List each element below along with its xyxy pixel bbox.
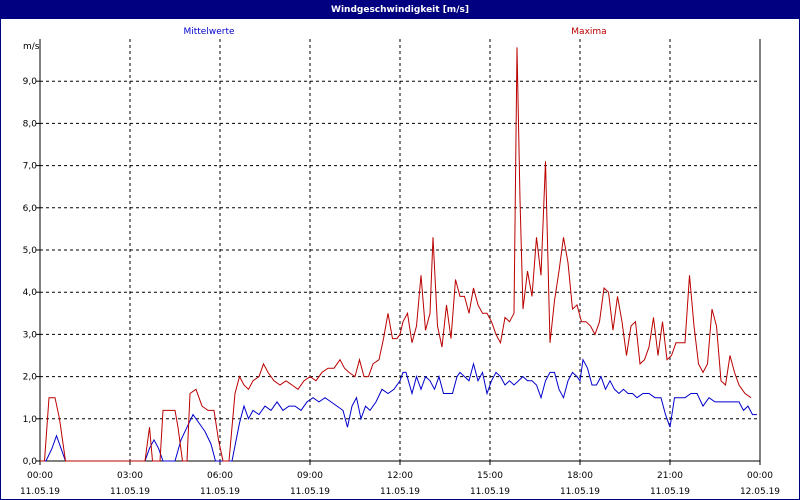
legend-maxima: Maxima <box>571 27 606 37</box>
x-tick-date: 11.05.19 <box>380 487 420 497</box>
chart-title: Windgeschwindigkeit [m/s] <box>1 1 799 19</box>
y-tick-label: 7,0 <box>23 162 38 172</box>
series-lines <box>40 47 757 462</box>
x-tick-date: 11.05.19 <box>650 487 690 497</box>
x-tick-time: 21:00 <box>657 471 683 481</box>
x-axis-ticks: 00:00 11.05.19 03:00 11.05.19 06:00 11.05.19 0… <box>20 461 780 497</box>
series-line-mittelwerte <box>40 358 757 462</box>
x-tick-date: 11.05.19 <box>20 487 60 497</box>
y-tick-label: 8,0 <box>23 119 38 129</box>
x-tick-date: 11.05.19 <box>560 487 600 497</box>
series-line-maxima <box>40 47 752 462</box>
y-tick-label: 3,0 <box>23 330 38 340</box>
x-tick-time: 00:00 <box>27 471 53 481</box>
x-tick-date: 11.05.19 <box>470 487 510 497</box>
y-tick-label: 5,0 <box>23 246 38 256</box>
x-tick-time: 00:00 <box>747 471 773 481</box>
x-tick-time: 15:00 <box>477 471 503 481</box>
x-tick-time: 09:00 <box>297 471 323 481</box>
y-tick-label: 4,0 <box>23 288 38 298</box>
y-tick-label: 1,0 <box>23 415 38 425</box>
y-tick-label: 6,0 <box>23 204 38 214</box>
y-axis-label: m/s <box>23 42 40 52</box>
grid-lines <box>40 39 760 462</box>
x-tick-time: 18:00 <box>567 471 593 481</box>
x-tick-date: 11.05.19 <box>290 487 330 497</box>
x-tick-date: 11.05.19 <box>200 487 240 497</box>
x-tick-date: 11.05.19 <box>110 487 150 497</box>
x-tick-date: 12.05.19 <box>740 487 780 497</box>
x-tick-time: 03:00 <box>117 471 143 481</box>
y-tick-label: 2,0 <box>23 373 38 383</box>
y-axis-ticks: 0,0 1,0 2,0 3,0 4,0 5,0 6,0 7,0 8,0 9,0 <box>23 77 40 467</box>
y-tick-label: 9,0 <box>23 77 38 87</box>
x-tick-time: 06:00 <box>207 471 233 481</box>
x-tick-time: 12:00 <box>387 471 413 481</box>
y-tick-label: 0,0 <box>23 457 38 467</box>
legend-mittelwerte: Mittelwerte <box>183 27 234 37</box>
